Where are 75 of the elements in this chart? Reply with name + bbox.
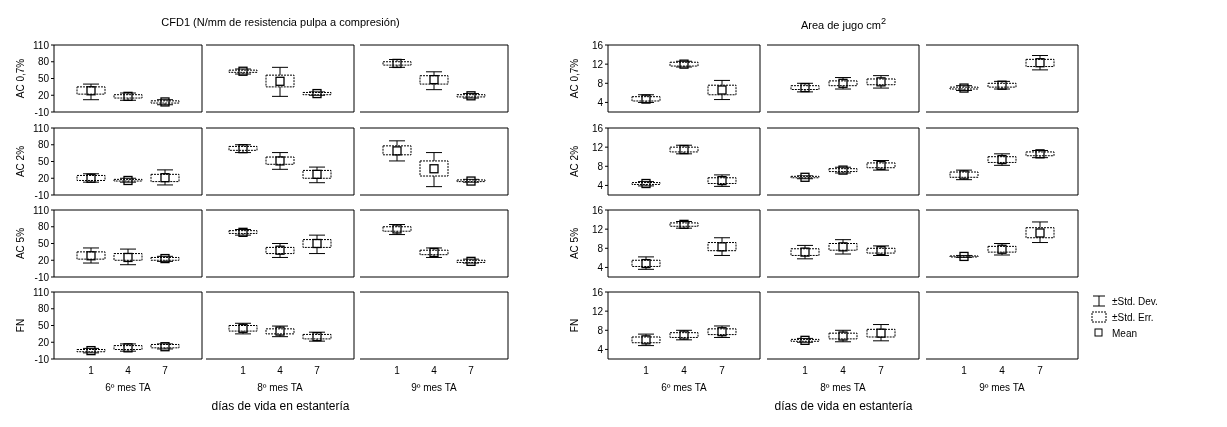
y-tick-label: -10 <box>34 271 50 283</box>
text: ±Std. Dev. <box>1112 295 1158 307</box>
x-tick-label: 7 <box>314 365 321 377</box>
x-tick-label: 1 <box>643 365 650 377</box>
y-tick-label: 16 <box>591 39 604 51</box>
y-tick-label: 12 <box>591 223 604 235</box>
y-tick-label: 12 <box>591 58 604 70</box>
y-tick-label: -10 <box>34 106 50 118</box>
y-axis-title: AC 0,7% <box>568 58 580 99</box>
x-tick-label: 4 <box>431 365 438 377</box>
y-tick-label: 110 <box>33 286 50 298</box>
y-tick-label: 110 <box>33 39 50 51</box>
y-tick-label: -10 <box>34 189 50 201</box>
y-tick-label: 8 <box>597 242 604 254</box>
x-axis-title: 6º mes TA <box>105 382 152 393</box>
x-axis-title: 9º mes TA <box>979 382 1026 393</box>
text: días de vida en estantería <box>211 399 350 413</box>
y-tick-label: 20 <box>37 254 50 266</box>
y-tick-label: 80 <box>37 303 50 315</box>
y-tick-label: 8 <box>597 324 604 336</box>
chart-title: CFD1 (N/mm de resistencia pulpa a compresión) <box>161 16 400 28</box>
x-axis-title: 8º mes TA <box>257 382 304 393</box>
text: ±Std. Err. <box>1112 311 1154 323</box>
y-tick-label: 4 <box>597 261 604 273</box>
y-axis-title: FN <box>14 318 26 333</box>
x-tick-label: 7 <box>468 365 475 377</box>
x-tick-label: 1 <box>240 365 247 377</box>
y-tick-label: 110 <box>33 122 50 134</box>
y-tick-label: 80 <box>37 56 50 68</box>
y-axis-title: AC 2% <box>568 145 580 178</box>
y-axis-title: AC 5% <box>568 227 580 260</box>
y-tick-label: 4 <box>597 96 604 108</box>
y-tick-label: 4 <box>597 179 604 191</box>
y-tick-label: 16 <box>591 286 604 298</box>
chart-title: Area de jugo cm$^{2}$ <box>800 16 887 31</box>
x-tick-label: 1 <box>88 365 95 377</box>
y-tick-label: 8 <box>597 160 604 172</box>
y-tick-label: 12 <box>591 305 604 317</box>
y-tick-label: 8 <box>597 77 604 89</box>
x-tick-label: 7 <box>1037 365 1044 377</box>
x-tick-label: 7 <box>719 365 726 377</box>
x-tick-label: 4 <box>999 365 1006 377</box>
x-axis-title: 9º mes TA <box>411 382 458 393</box>
y-tick-label: 12 <box>591 141 604 153</box>
y-tick-label: 80 <box>37 139 50 151</box>
y-tick-label: 16 <box>591 204 604 216</box>
y-tick-label: 16 <box>591 122 604 134</box>
y-tick-label: 110 <box>33 204 50 216</box>
x-tick-label: 1 <box>394 365 401 377</box>
y-tick-label: 50 <box>37 73 50 85</box>
x-tick-label: 1 <box>961 365 968 377</box>
x-tick-label: 7 <box>162 365 169 377</box>
x-tick-label: 4 <box>125 365 132 377</box>
x-tick-label: 1 <box>802 365 809 377</box>
y-tick-label: 50 <box>37 320 50 332</box>
x-tick-label: 4 <box>681 365 688 377</box>
text: días de vida en estantería <box>774 399 913 413</box>
y-axis-title: AC 0,7% <box>14 58 26 99</box>
x-tick-label: 4 <box>277 365 284 377</box>
y-tick-label: 20 <box>37 336 50 348</box>
text: Mean <box>1112 327 1138 339</box>
y-tick-label: 50 <box>37 156 50 168</box>
y-tick-label: 4 <box>597 343 604 355</box>
y-tick-label: 80 <box>37 221 50 233</box>
y-axis-title: AC 5% <box>14 227 26 260</box>
x-axis-title: 8º mes TA <box>820 382 867 393</box>
x-axis-title: 6º mes TA <box>661 382 708 393</box>
x-tick-label: 4 <box>840 365 847 377</box>
y-tick-label: 20 <box>37 89 50 101</box>
y-tick-label: 20 <box>37 172 50 184</box>
y-tick-label: 50 <box>37 238 50 250</box>
y-axis-title: FN <box>568 318 580 333</box>
x-tick-label: 7 <box>878 365 885 377</box>
y-tick-label: -10 <box>34 353 50 365</box>
y-axis-title: AC 2% <box>14 145 26 178</box>
